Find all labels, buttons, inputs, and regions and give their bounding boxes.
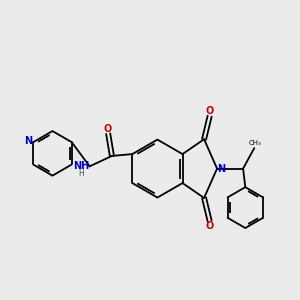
Text: N: N bbox=[218, 164, 226, 174]
Text: O: O bbox=[104, 124, 112, 134]
Text: CH₃: CH₃ bbox=[249, 140, 262, 146]
Text: O: O bbox=[206, 221, 214, 231]
Text: H: H bbox=[79, 169, 84, 178]
Text: NH: NH bbox=[73, 160, 90, 171]
Text: O: O bbox=[206, 106, 214, 116]
Text: N: N bbox=[24, 136, 32, 146]
